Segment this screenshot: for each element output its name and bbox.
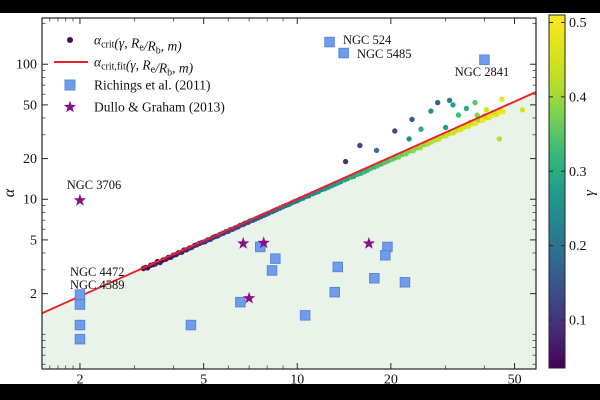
colorbar-tick-label: 0.2 bbox=[569, 239, 587, 254]
annotation-ngc-524: NGC 524 bbox=[343, 33, 392, 47]
annotation-ngc-4589: NGC 4589 bbox=[70, 278, 125, 292]
colorbar-label: γ bbox=[582, 189, 598, 196]
y-tick-label: 100 bbox=[16, 58, 37, 73]
data-point-alpha-crit bbox=[463, 105, 470, 112]
data-point-alpha-crit bbox=[496, 136, 503, 142]
data-point-alpha-crit bbox=[435, 99, 441, 106]
data-point-richings-square bbox=[399, 277, 411, 288]
legend-marker-dot bbox=[67, 37, 73, 43]
data-point-alpha-crit bbox=[519, 107, 526, 113]
colorbar bbox=[548, 14, 566, 369]
data-point-richings-square bbox=[324, 36, 335, 48]
data-point-alpha-crit bbox=[499, 96, 505, 103]
data-point-richings-square bbox=[74, 299, 86, 310]
data-point-richings-square bbox=[369, 273, 380, 284]
x-tick-label: 20 bbox=[384, 373, 398, 388]
data-point-alpha-crit bbox=[465, 123, 471, 130]
x-tick-label: 10 bbox=[290, 373, 304, 388]
legend-label: αcrit(γ, Re/Rb, m) bbox=[94, 33, 182, 57]
data-point-richings-square bbox=[74, 319, 86, 331]
shaded-region-below-fit bbox=[42, 91, 536, 369]
data-point-richings-square bbox=[380, 250, 391, 261]
data-point-alpha-crit bbox=[373, 147, 380, 154]
data-point-alpha-crit bbox=[357, 142, 363, 149]
data-point-alpha-crit bbox=[392, 128, 398, 134]
legend-marker-star bbox=[63, 100, 77, 113]
data-point-richings-square bbox=[332, 261, 343, 273]
annotation-ngc-5485: NGC 5485 bbox=[357, 47, 412, 61]
fit-line bbox=[41, 91, 537, 315]
data-point-alpha-crit bbox=[474, 112, 480, 118]
data-point-richings-square bbox=[479, 54, 490, 65]
data-point-dullo-star bbox=[242, 291, 256, 304]
x-tick-label: 5 bbox=[200, 373, 207, 388]
data-point-richings-square bbox=[270, 253, 281, 264]
data-point-alpha-crit bbox=[443, 133, 449, 139]
data-point-alpha-crit bbox=[450, 102, 456, 108]
data-point-richings-square bbox=[185, 319, 197, 331]
data-point-richings-square bbox=[299, 310, 311, 321]
x-tick-label: 50 bbox=[508, 373, 522, 388]
y-tick-label: 20 bbox=[23, 152, 37, 167]
y-tick-label: 5 bbox=[30, 233, 37, 248]
x-tick-label: 2 bbox=[76, 373, 83, 388]
legend-label: Dullo & Graham (2013) bbox=[94, 100, 225, 115]
plot-spines bbox=[41, 17, 537, 370]
data-point-alpha-crit bbox=[446, 97, 453, 104]
data-point-alpha-crit bbox=[396, 154, 402, 160]
data-point-richings-square bbox=[338, 47, 349, 59]
data-point-richings-square bbox=[266, 265, 278, 276]
data-point-alpha-crit bbox=[450, 130, 457, 136]
data-point-dullo-star bbox=[73, 193, 87, 206]
data-point-dullo-star bbox=[257, 236, 270, 249]
data-point-dullo-star bbox=[362, 237, 376, 249]
data-point-alpha-crit bbox=[406, 136, 412, 142]
data-point-richings-square bbox=[74, 333, 86, 345]
legend-marker-square bbox=[64, 79, 76, 91]
legend-label: αcrit,fit(γ, Re/Rb, m) bbox=[94, 55, 194, 79]
data-point-alpha-crit bbox=[409, 116, 415, 123]
colorbar-tick-label: 0.3 bbox=[569, 165, 587, 180]
annotation-ngc-2841: NGC 2841 bbox=[455, 65, 510, 79]
y-tick-label: 2 bbox=[30, 287, 37, 302]
data-point-alpha-crit bbox=[436, 136, 442, 142]
data-point-alpha-crit bbox=[418, 126, 424, 132]
data-point-alpha-crit bbox=[428, 139, 435, 145]
colorbar-tick-label: 0.5 bbox=[569, 16, 587, 31]
y-axis-label: α bbox=[1, 188, 18, 197]
data-point-alpha-crit bbox=[483, 107, 490, 113]
colorbar-tick-label: 0.1 bbox=[569, 314, 587, 329]
y-tick-label: 50 bbox=[23, 98, 37, 113]
data-point-alpha-crit bbox=[455, 112, 462, 118]
data-point-dullo-star bbox=[237, 237, 250, 249]
annotation-ngc-3706: NGC 3706 bbox=[67, 178, 122, 192]
annotation-ngc-4472: NGC 4472 bbox=[70, 265, 125, 279]
data-point-alpha-crit bbox=[472, 99, 478, 106]
y-tick-label: 10 bbox=[23, 193, 37, 208]
data-point-alpha-crit bbox=[417, 145, 424, 151]
data-point-alpha-crit bbox=[428, 108, 434, 114]
data-point-alpha-crit bbox=[342, 158, 349, 165]
data-point-richings-square bbox=[329, 286, 340, 298]
data-point-alpha-crit bbox=[442, 124, 449, 131]
legend-label: Richings et al. (2011) bbox=[94, 78, 210, 93]
data-point-richings-square bbox=[235, 296, 246, 308]
colorbar-tick-label: 0.4 bbox=[569, 90, 587, 105]
